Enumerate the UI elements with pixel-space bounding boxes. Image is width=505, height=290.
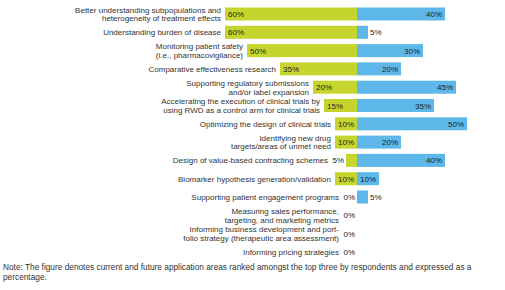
category-label-line: Supporting patient engagement programs [191, 193, 339, 202]
bar-current [357, 209, 358, 222]
bar-current [324, 99, 357, 112]
data-label: 10% [360, 175, 376, 184]
category-label: Biomarker hypothesis generation/validati… [178, 175, 331, 184]
bar-future [357, 81, 456, 94]
category-label-line: Understanding burden of disease [103, 28, 221, 37]
category-label-line: Comparative effectiveness research [149, 65, 276, 74]
bar-future [357, 227, 358, 240]
bar-current [225, 26, 357, 39]
bar-current [335, 172, 357, 185]
category-label-line: Design of value-based contracting scheme… [173, 156, 328, 165]
data-label: 20% [382, 138, 398, 147]
bar-current [247, 44, 357, 57]
bar-future [357, 117, 467, 130]
data-label: 60% [228, 28, 244, 37]
data-label: 60% [228, 10, 244, 19]
category-label-line: Optimizing the design of clinical trials [200, 120, 331, 129]
category-label: Optimizing the design of clinical trials [200, 120, 331, 129]
bar-future [357, 191, 368, 204]
data-label: 40% [426, 10, 442, 19]
category-label-line: heterogeneity of treatment effects [102, 14, 221, 23]
data-label: 10% [338, 138, 354, 147]
category-label-line: targeting, and marketing metrics [225, 216, 339, 225]
bar-future [357, 245, 358, 258]
data-label: 20% [382, 65, 398, 74]
bar-future [357, 44, 423, 57]
chart: 60% 40% Better understanding subpopulation… [0, 0, 505, 290]
bar-current [313, 81, 357, 94]
category-label-line: folio strategy (therapeutic area assessm… [183, 234, 339, 243]
data-label: 5% [370, 28, 382, 37]
data-label: 15% [327, 102, 343, 111]
category-label: Accelerating the execution of clinical t… [161, 97, 320, 115]
bar-current [280, 62, 357, 75]
data-label: 50% [250, 47, 266, 56]
category-label-line: Biomarker hypothesis generation/validati… [178, 175, 331, 184]
category-label-line: Informing pricing strategies [243, 248, 339, 257]
bar-current [335, 117, 357, 130]
category-label: Comparative effectiveness research [149, 65, 276, 74]
bar-future [357, 172, 379, 185]
category-label: Monitoring patient safety(i.e., pharmaco… [156, 42, 244, 60]
bar-current [225, 8, 357, 21]
bar-current [357, 245, 358, 258]
category-label-line: targets/areas of unmet need [231, 142, 331, 151]
bar-current [335, 136, 357, 149]
data-label: 0% [343, 211, 355, 220]
data-label: 5% [332, 156, 344, 165]
category-label: Identifying new drugtargets/areas of unm… [231, 134, 331, 152]
data-label: 50% [448, 120, 464, 129]
bar-current [346, 154, 357, 167]
data-label: 45% [437, 83, 453, 92]
bar-future [357, 8, 445, 21]
category-label-line: using RWD as a control arm for clinical … [163, 106, 320, 115]
category-label: Design of value-based contracting scheme… [173, 156, 328, 165]
category-label: Better understanding subpopulations andh… [75, 6, 221, 24]
note: Note: The figure denotes current and fut… [3, 262, 501, 282]
category-label: Informing pricing strategies [243, 248, 339, 257]
data-label: 10% [338, 120, 354, 129]
bar-future [357, 209, 358, 222]
category-label: Supporting patient engagement programs [191, 193, 339, 202]
data-label: 30% [404, 47, 420, 56]
category-label: Supporting regulatory submissionsand/or … [186, 79, 309, 97]
bar-future [357, 154, 445, 167]
bar-future [357, 136, 401, 149]
data-label: 35% [283, 65, 299, 74]
data-label: 0% [343, 193, 355, 202]
category-label-line: and/or label expansion [228, 88, 309, 97]
data-label: 0% [343, 248, 355, 257]
category-label-line: (i.e., pharmacovigilance) [156, 51, 243, 60]
data-label: 5% [370, 193, 382, 202]
page: {"chart_data": {"type": "bar", "orientat… [0, 0, 505, 290]
category-label: Understanding burden of disease [103, 28, 221, 37]
data-label: 10% [338, 175, 354, 184]
category-label: Informing business development and port-… [183, 225, 339, 243]
bar-future [357, 62, 401, 75]
data-label: 0% [343, 230, 355, 239]
category-label: Measuring sales performance,targeting, a… [225, 207, 339, 225]
bar-future [357, 26, 368, 39]
bar-future [357, 99, 434, 112]
labels: 60% 40% Better understanding subpopulation… [75, 6, 464, 257]
data-label: 35% [415, 102, 431, 111]
data-label: 20% [316, 83, 332, 92]
data-label: 40% [426, 156, 442, 165]
bar-current [357, 227, 358, 240]
